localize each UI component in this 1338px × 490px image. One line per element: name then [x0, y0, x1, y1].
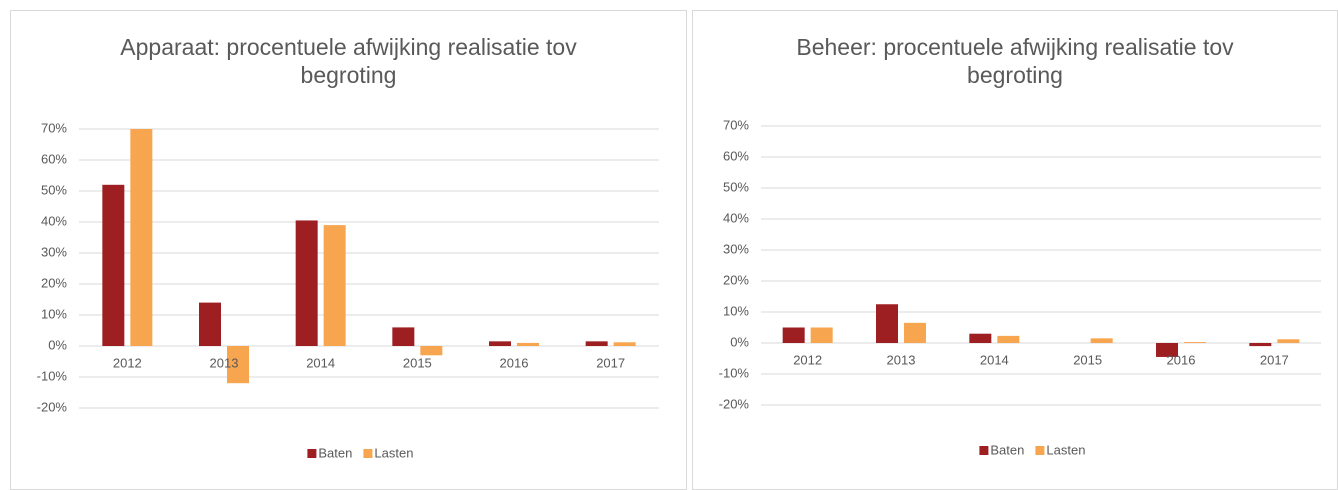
bar [102, 184, 125, 346]
bar [1090, 338, 1113, 343]
bar [1184, 342, 1206, 343]
x-tick-label: 2014 [980, 352, 1009, 367]
bar [904, 322, 926, 343]
y-tick-label: 40% [723, 210, 749, 225]
y-tick-label: 0% [730, 334, 749, 349]
bar [1249, 343, 1272, 347]
bar [227, 346, 249, 384]
y-tick-label: 20% [723, 272, 749, 287]
legend-label: Lasten [374, 445, 413, 460]
legend-swatch [307, 449, 317, 458]
legend-label: Baten [318, 445, 352, 460]
chart-panel: Apparaat: procentuele afwijking realisat… [10, 10, 687, 490]
chart: -20% -10% 0% 10% 20% 30% 40% 50% 60% 70% 2012 2013 2… [719, 117, 1321, 457]
bar [997, 335, 1020, 343]
x-tick-label: 2016 [1167, 352, 1196, 367]
bar [489, 341, 511, 346]
y-tick-label: -20% [719, 396, 750, 411]
y-tick-label: 70% [723, 117, 749, 132]
bar [517, 342, 539, 346]
bar [876, 304, 898, 343]
y-tick-label: 70% [41, 120, 67, 135]
y-tick-label: 0% [48, 337, 67, 352]
y-tick-label: 10% [41, 306, 67, 321]
y-tick-label: 10% [723, 303, 749, 318]
legend-label: Baten [990, 442, 1024, 457]
bar [199, 302, 221, 346]
x-tick-label: 2012 [793, 352, 822, 367]
x-tick-label: 2016 [500, 355, 529, 370]
bar [782, 327, 805, 343]
x-tick-label: 2014 [306, 355, 335, 370]
bar [392, 327, 415, 346]
legend-swatch [1035, 446, 1045, 455]
y-tick-label: -20% [37, 399, 68, 414]
y-tick-label: 50% [41, 182, 67, 197]
x-tick-label: 2015 [1073, 352, 1102, 367]
legend-swatch [979, 446, 989, 455]
bar [585, 341, 608, 346]
y-tick-label: 20% [41, 275, 67, 290]
bar [1156, 343, 1178, 357]
bar [420, 346, 443, 356]
bar [810, 327, 833, 343]
x-tick-label: 2013 [210, 355, 239, 370]
y-tick-label: 60% [41, 151, 67, 166]
bar [969, 333, 992, 343]
page: {"chart_data": [ {"type": "bar", "title"… [10, 10, 1338, 490]
chart: -20% -10% 0% 10% 20% 30% 40% 50% 60% 70% 2012 2013 2… [37, 120, 659, 460]
legend-swatch [363, 449, 373, 458]
bar [1277, 339, 1300, 343]
bar [613, 342, 636, 346]
y-tick-label: -10% [37, 368, 68, 383]
y-tick-label: 60% [723, 148, 749, 163]
x-tick-label: 2013 [887, 352, 916, 367]
chart-title: Beheer: procentuele afwijking realisatie… [796, 34, 1234, 88]
y-tick-label: 40% [41, 213, 67, 228]
y-tick-label: 30% [41, 244, 67, 259]
bar [295, 220, 318, 346]
legend-label: Lasten [1046, 442, 1085, 457]
bar [130, 129, 153, 346]
x-tick-label: 2012 [113, 355, 142, 370]
bar [323, 225, 346, 346]
y-tick-label: 50% [723, 179, 749, 194]
x-tick-label: 2017 [1260, 352, 1289, 367]
x-tick-label: 2015 [403, 355, 432, 370]
chart-panel: Beheer: procentuele afwijking realisatie… [692, 10, 1338, 490]
x-tick-label: 2017 [596, 355, 625, 370]
chart-title: Apparaat: procentuele afwijking realisat… [120, 34, 577, 88]
y-tick-label: 30% [723, 241, 749, 256]
y-tick-label: -10% [719, 365, 750, 380]
